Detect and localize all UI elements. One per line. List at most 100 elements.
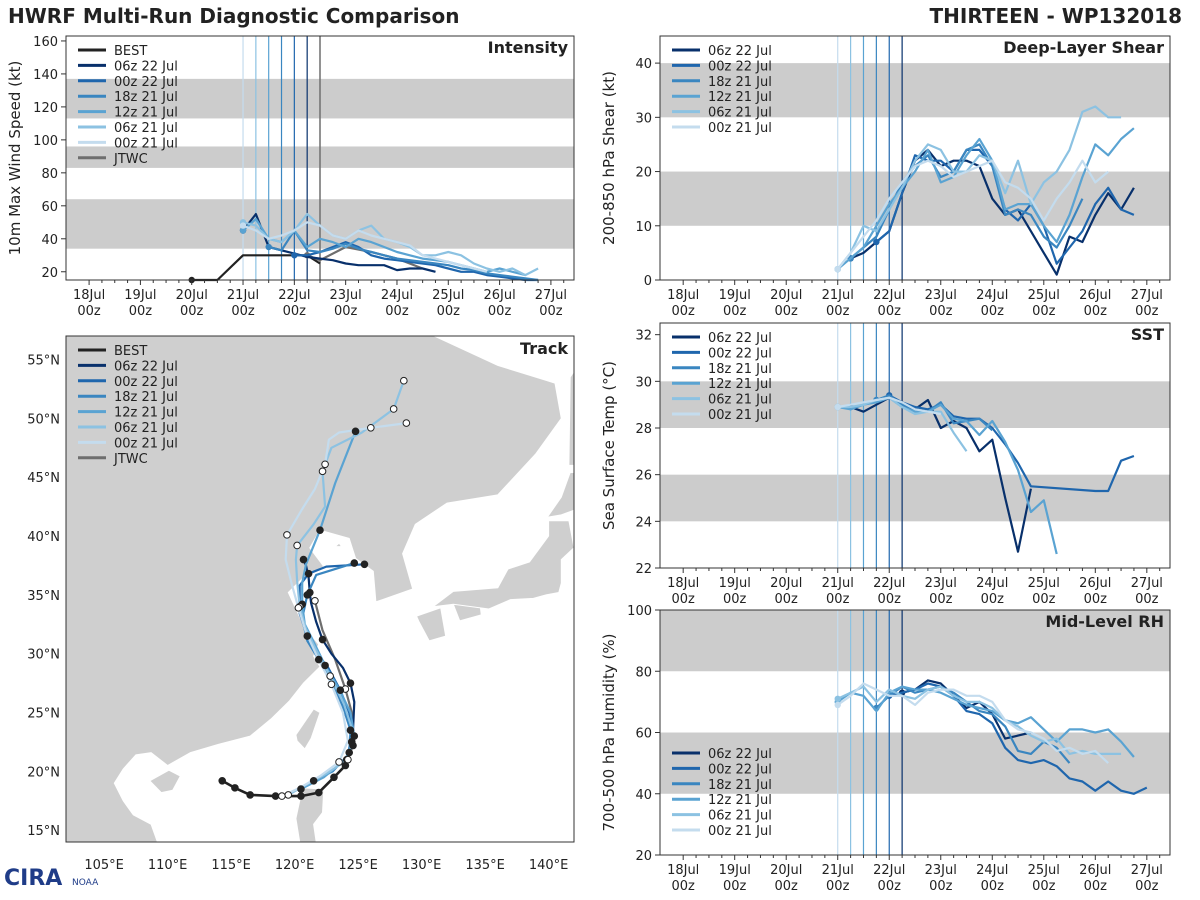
lon-tick-label: 110°E — [148, 858, 188, 873]
x-tick-label: 23Jul — [925, 288, 957, 303]
y-tick-label: 80 — [635, 665, 652, 680]
track-point-06z-21-jul — [344, 755, 352, 764]
x-tick-label: 26Jul — [1079, 576, 1111, 591]
panel-intensity: 18Jul00z19Jul00z20Jul00z21Jul00z22Jul00z… — [6, 35, 575, 319]
series-line-06z-21-jul — [837, 396, 968, 452]
track-point-12z-21-jul — [321, 661, 329, 670]
panel-title: Deep-Layer Shear — [1003, 38, 1164, 57]
legend-entry: 06z 22 Jul — [114, 59, 178, 74]
y-tick-label: 80 — [41, 167, 58, 182]
track-point-00z-21-jul — [278, 792, 286, 800]
y-axis-label: 200-850 hPa Shear (kt) — [600, 71, 618, 245]
track-point-18z-21-jul — [309, 777, 318, 785]
x-tick-label: 26Jul — [1079, 863, 1111, 878]
legend-entry: 06z 22 Jul — [708, 44, 772, 59]
x-tick-label: 26Jul — [483, 288, 515, 303]
legend-entry: 18z 21 Jul — [708, 778, 772, 793]
track-point-00z-21-jul — [335, 758, 343, 766]
series-start-point-12z-21-jul — [239, 227, 247, 234]
track-point-12z-21-jul — [350, 732, 359, 740]
x-tick-label: 00z — [283, 304, 307, 319]
x-tick-label: 00z — [1135, 879, 1159, 894]
x-tick-label: 00z — [878, 592, 902, 607]
x-tick-label: 27Jul — [1131, 863, 1163, 878]
track-point-best — [345, 748, 354, 757]
lat-tick-label: 35°N — [27, 589, 60, 604]
x-tick-label: 00z — [180, 304, 204, 319]
panel-title: SST — [1131, 325, 1164, 344]
series-line-00z-22-jul — [888, 682, 1148, 795]
y-tick-label: 22 — [635, 562, 652, 577]
track-point-06z-22-jul — [299, 555, 308, 564]
y-tick-label: 40 — [635, 57, 652, 72]
y-tick-label: 40 — [635, 788, 652, 803]
x-tick-label: 20Jul — [770, 576, 802, 591]
track-point-00z-21-jul — [367, 423, 375, 432]
x-tick-label: 21Jul — [822, 288, 854, 303]
y-tick-label: 60 — [41, 200, 58, 215]
x-tick-label: 00z — [1032, 304, 1056, 319]
x-tick-label: 27Jul — [535, 288, 567, 303]
y-tick-label: 10 — [635, 220, 652, 235]
panel-title: Intensity — [488, 38, 569, 57]
x-tick-label: 24Jul — [976, 576, 1008, 591]
x-tick-label: 25Jul — [1028, 576, 1060, 591]
y-tick-label: 24 — [635, 515, 652, 530]
series-line-12z-21-jul — [836, 127, 1135, 271]
x-tick-label: 00z — [826, 879, 850, 894]
y-tick-label: 20 — [41, 266, 58, 281]
track-point-best — [330, 773, 338, 782]
map-land-kyushu — [415, 607, 447, 642]
x-tick-label: 19Jul — [719, 863, 751, 878]
x-tick-label: 00z — [981, 879, 1005, 894]
legend-entry: 06z 22 Jul — [114, 359, 178, 374]
track-point-best — [218, 777, 227, 785]
map-land-islet — [333, 542, 343, 548]
x-tick-label: 00z — [878, 879, 902, 894]
legend-entry: 12z 21 Jul — [708, 377, 772, 392]
panel-sst: 18Jul00z19Jul00z20Jul00z21Jul00z22Jul00z… — [600, 322, 1171, 607]
track-point-18z-21-jul — [346, 726, 355, 735]
track-point-00z-22-jul — [303, 632, 312, 640]
x-tick-label: 26Jul — [1079, 288, 1111, 303]
y-tick-label: 60 — [635, 727, 652, 742]
series-start-point-00z-21-jul — [834, 265, 841, 273]
track-point-best — [246, 791, 254, 799]
track-point-best — [271, 792, 280, 800]
y-tick-label: 20 — [635, 166, 652, 181]
x-tick-label: 00z — [385, 304, 409, 319]
x-tick-label: 00z — [929, 304, 953, 319]
track-point-00z-21-jul — [327, 680, 336, 689]
x-tick-label: 00z — [981, 592, 1005, 607]
track-point-00z-21-jul — [321, 460, 329, 469]
x-tick-label: 00z — [723, 879, 747, 894]
track-point-18z-21-jul — [350, 559, 359, 567]
shade-band — [660, 610, 1170, 672]
x-tick-label: 23Jul — [925, 863, 957, 878]
lon-tick-label: 105°E — [84, 858, 124, 873]
x-tick-label: 00z — [1032, 592, 1056, 607]
track-point-best — [314, 788, 323, 797]
legend-entry: 00z 22 Jul — [114, 375, 178, 390]
series-line-06z-22-jul — [850, 396, 1032, 553]
track-point-00z-21-jul — [283, 531, 291, 539]
y-tick-label: 40 — [41, 233, 58, 248]
legend-entry: 06z 22 Jul — [708, 331, 772, 346]
track-point-00z-21-jul — [294, 604, 303, 612]
lat-tick-label: 50°N — [27, 412, 60, 427]
legend-entry: 06z 21 Jul — [114, 121, 178, 136]
lon-tick-label: 130°E — [402, 858, 442, 873]
legend-entry: 18z 21 Jul — [708, 75, 772, 90]
legend-entry: 12z 21 Jul — [708, 90, 772, 105]
x-tick-label: 00z — [1135, 592, 1159, 607]
legend-entry: 06z 21 Jul — [708, 809, 772, 824]
x-tick-label: 25Jul — [432, 288, 464, 303]
x-tick-label: 18Jul — [667, 576, 699, 591]
legend-entry: 06z 21 Jul — [708, 106, 772, 121]
track-point-06z-21-jul — [284, 791, 293, 799]
y-tick-label: 120 — [33, 101, 58, 116]
x-tick-label: 23Jul — [925, 576, 957, 591]
track-point-06z-21-jul — [293, 541, 301, 550]
series-line-12z-21-jul — [837, 396, 1058, 555]
